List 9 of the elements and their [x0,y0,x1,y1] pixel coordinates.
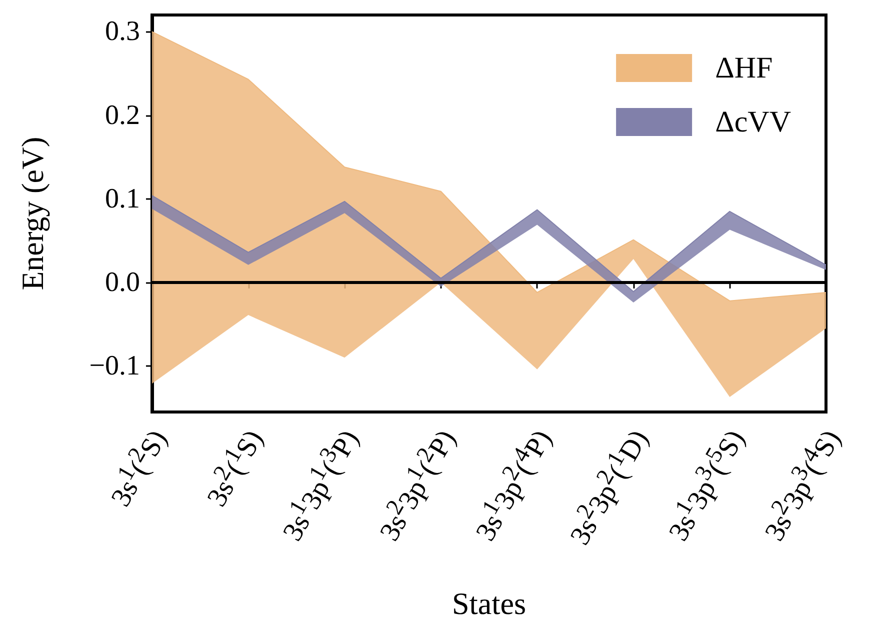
legend-label: ΔcVV [715,106,792,138]
y-axis-title: Energy (eV) [15,136,50,290]
y-tick-label: 0.1 [105,183,140,214]
x-axis-title: States [452,586,526,621]
legend-label: ΔHF [715,52,773,84]
y-tick-label: 0.3 [105,16,140,48]
y-tick-label: 0.2 [105,100,140,131]
y-tick-label: 0.0 [105,266,140,298]
y-tick-label: −0.1 [89,350,140,382]
